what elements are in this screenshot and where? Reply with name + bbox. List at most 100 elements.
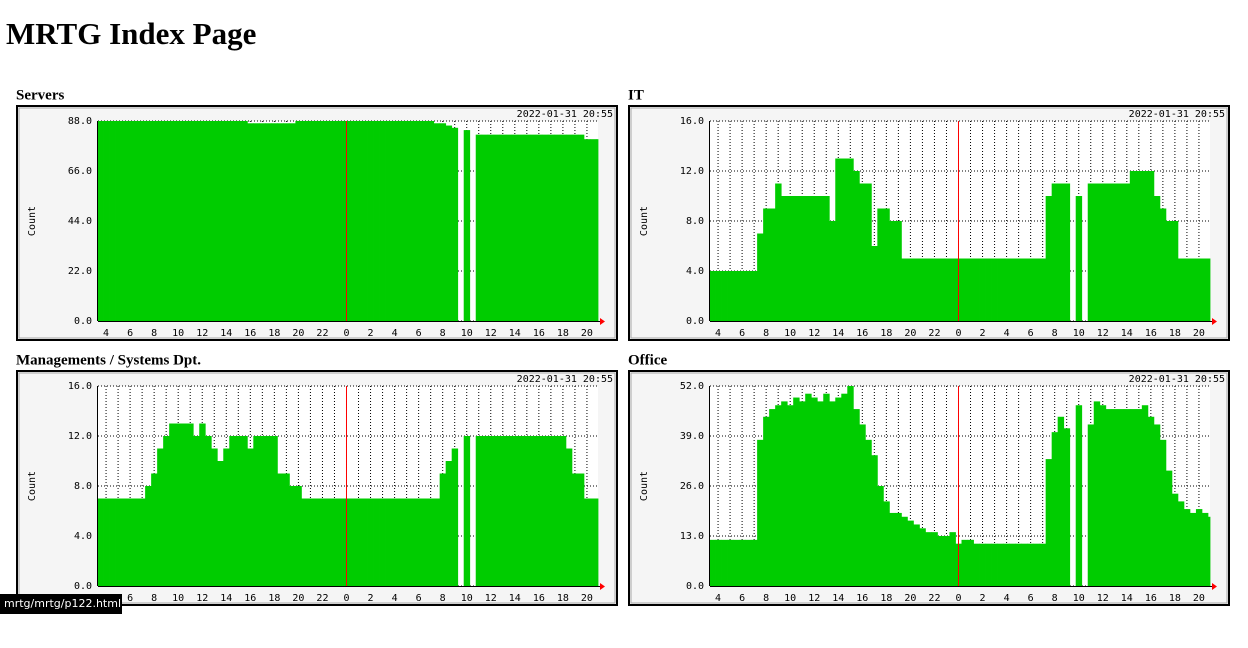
bar (1129, 409, 1137, 586)
y-tick-label: 0.0 (686, 316, 704, 327)
x-tick-label: 10 (1073, 328, 1085, 339)
bar (529, 436, 537, 586)
bar (1063, 183, 1071, 321)
x-tick-label: 18 (268, 593, 280, 604)
bar (133, 498, 140, 586)
bar (451, 127, 459, 322)
x-tick-label: 10 (784, 593, 796, 604)
bar (271, 436, 278, 586)
bar (1105, 409, 1113, 586)
panel-title: Managements / Systems Dpt. (16, 352, 201, 368)
bar (163, 121, 170, 321)
bar (943, 258, 950, 321)
bar (937, 258, 944, 321)
bar (1093, 183, 1101, 321)
x-tick-label: 20 (1193, 593, 1205, 604)
bar (799, 401, 806, 586)
x-tick-label: 0 (955, 328, 961, 339)
bar (199, 423, 206, 586)
bar (973, 258, 980, 321)
x-tick-label: 22 (316, 328, 328, 339)
bar (1117, 409, 1125, 586)
bar (337, 121, 344, 321)
bar (277, 473, 284, 586)
bar (301, 121, 308, 321)
bar (757, 439, 764, 586)
x-tick-label: 14 (220, 328, 232, 339)
bar (817, 196, 824, 321)
bar (595, 139, 599, 321)
bar (355, 121, 362, 321)
bar (859, 183, 866, 321)
bar (349, 498, 356, 586)
x-tick-label: 8 (1052, 328, 1058, 339)
x-tick-label: 20 (292, 328, 304, 339)
x-tick-label: 14 (220, 593, 232, 604)
y-tick-label: 0.0 (74, 581, 92, 592)
bar (523, 436, 531, 586)
bar (307, 498, 314, 586)
y-tick-label: 12.0 (680, 166, 704, 177)
y-tick-label: 8.0 (686, 216, 704, 227)
bar (871, 246, 878, 321)
bar (205, 436, 212, 586)
bar (361, 121, 368, 321)
bar (463, 436, 471, 586)
bar (1003, 258, 1010, 321)
bar (853, 409, 860, 586)
x-tick-label: 22 (316, 593, 328, 604)
bar (859, 424, 866, 586)
bar (127, 121, 134, 321)
bar (229, 121, 236, 321)
bar (835, 158, 842, 321)
x-tick-label: 8 (151, 593, 157, 604)
bar (355, 498, 362, 586)
bar (1003, 543, 1010, 586)
graph-inner-frame (18, 107, 616, 339)
bar (169, 121, 176, 321)
bar (283, 473, 290, 586)
bar (877, 486, 884, 586)
bar (1075, 405, 1083, 586)
bar (265, 436, 272, 586)
bar (877, 208, 884, 321)
bar (799, 196, 806, 321)
bar (103, 121, 110, 321)
bar (1189, 258, 1197, 321)
bar (1039, 258, 1047, 321)
bar (979, 258, 986, 321)
bar (710, 271, 716, 321)
bar (901, 258, 908, 321)
bar (865, 439, 872, 586)
bar (949, 532, 956, 586)
bar (1207, 258, 1211, 321)
x-tick-label: 4 (392, 328, 398, 339)
x-tick-label: 12 (485, 328, 497, 339)
x-tick-label: 20 (581, 328, 593, 339)
x-tick-label: 6 (416, 593, 422, 604)
x-tick-label: 16 (856, 593, 868, 604)
x-tick-label: 18 (1169, 328, 1181, 339)
x-tick-label: 6 (127, 593, 133, 604)
bar (721, 539, 728, 586)
bar (721, 271, 728, 321)
bar (259, 123, 266, 321)
bar (535, 436, 543, 586)
x-tick-label: 10 (461, 328, 473, 339)
bar (967, 539, 974, 586)
bar (193, 121, 200, 321)
bar (145, 121, 152, 321)
bar (817, 401, 824, 586)
y-tick-label: 52.0 (680, 381, 704, 392)
timestamp: 2022-01-31 20:55 (517, 374, 613, 385)
bar (739, 539, 746, 586)
bar (775, 183, 782, 321)
x-tick-label: 4 (392, 593, 398, 604)
bar (181, 121, 188, 321)
bar (1123, 409, 1131, 586)
bar (1039, 543, 1047, 586)
bar (445, 125, 453, 321)
x-tick-label: 10 (461, 593, 473, 604)
bar (163, 436, 170, 586)
bar (1057, 416, 1065, 586)
